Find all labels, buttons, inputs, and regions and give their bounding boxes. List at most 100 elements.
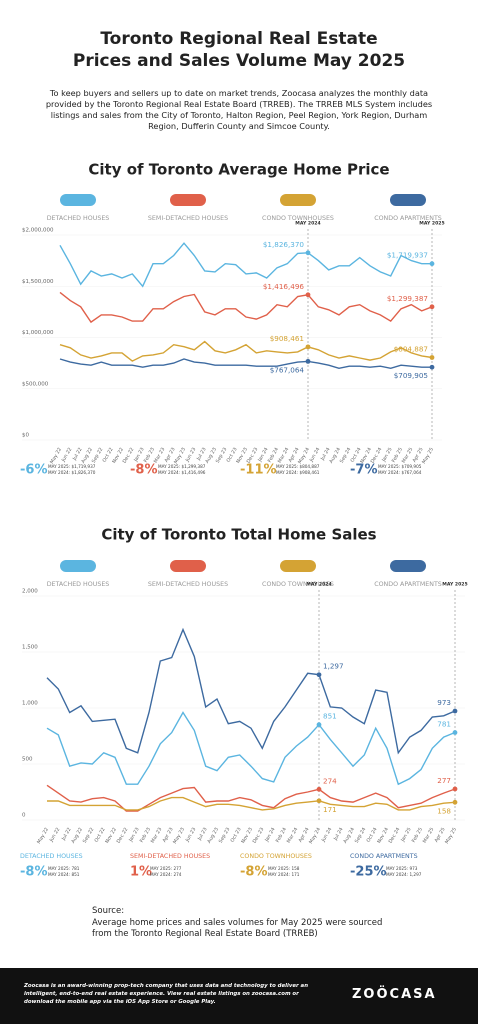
series-line: [46, 627, 456, 755]
legend-label: DETACHED HOUSES: [47, 215, 110, 222]
y-tick-label: 0: [22, 813, 26, 819]
data-point: [305, 292, 311, 298]
footer: [0, 968, 478, 1024]
data-point: [429, 364, 435, 370]
summary-line: MAY 2024: $1,416,496: [158, 470, 206, 475]
legend-swatch: [390, 194, 426, 206]
summary-line: MAY 2024: $908,461: [276, 470, 320, 475]
summary-line: MAY 2025: $804,887: [276, 464, 320, 469]
data-point: [429, 261, 435, 267]
x-tick-label: Dec 22: [116, 827, 130, 845]
x-tick-label: May 22: [49, 447, 63, 465]
data-label: $1,719,937: [387, 251, 428, 260]
series-line: [46, 784, 456, 812]
x-tick-label: Jun 23: [184, 827, 197, 844]
marker-label: MAY 2024: [295, 221, 320, 227]
data-label: 1,297: [323, 662, 344, 671]
summary-line: MAY 2025: $1,719,937: [48, 464, 96, 469]
series-line: [47, 796, 456, 811]
data-label: $709,905: [394, 371, 428, 380]
legend-label: CONDO APARTMENTS: [374, 215, 442, 222]
legend-swatch: [170, 560, 206, 572]
data-point: [429, 304, 435, 310]
x-tick-label: Jul 24: [332, 827, 344, 842]
data-point: [305, 344, 311, 350]
marker-label: MAY 2025: [442, 582, 467, 588]
data-point: [316, 786, 322, 792]
summary-line: MAY 2025: $1,299,387: [158, 464, 206, 469]
legend-label: CONDO TOWNHOUSES: [262, 581, 334, 588]
series-line: [59, 340, 433, 362]
x-tick-label: Jun 22: [48, 827, 61, 844]
summary-change: -7%: [350, 463, 377, 478]
data-point: [429, 355, 435, 360]
summary-line: MAY 2025: 158: [268, 866, 300, 871]
data-point: [452, 708, 458, 714]
data-point: [316, 672, 322, 678]
legend-swatch: [280, 560, 316, 572]
y-tick-label: 2,000: [22, 589, 38, 595]
summary-line: MAY 2025: 277: [150, 866, 182, 871]
legend-swatch: [390, 560, 426, 572]
x-tick-label: Jul 22: [60, 827, 72, 842]
data-point: [452, 730, 458, 735]
data-label: 973: [437, 698, 451, 707]
y-tick-label: $500,000: [22, 381, 49, 387]
intro: To keep buyers and sellers up to date on…: [45, 88, 433, 131]
summary-line: MAY 2025: 973: [386, 866, 418, 871]
summary-change: -11%: [240, 463, 277, 478]
summary-line: MAY 2025: $709,905: [378, 464, 422, 469]
y-tick-label: $2,000,000: [22, 228, 54, 234]
y-tick-label: 500: [22, 757, 33, 763]
summary-line: MAY 2024: 1,297: [386, 872, 422, 877]
source-heading: Source:: [92, 906, 125, 916]
summary-change: -8%: [240, 865, 267, 880]
x-tick-label: Jul 23: [196, 827, 208, 842]
y-tick-label: 1,500: [22, 645, 38, 651]
data-label: 277: [437, 776, 451, 785]
legend-swatch: [170, 194, 206, 206]
data-label: $908,461: [270, 334, 304, 343]
summary-line: MAY 2024: 851: [48, 872, 80, 877]
y-tick-label: 1,000: [22, 701, 38, 707]
data-point: [452, 786, 458, 792]
summary-line: MAY 2024: 274: [150, 872, 182, 877]
summary-line: MAY 2024: $1,826,370: [48, 470, 96, 475]
page-title: Toronto Regional Real Estate Prices and …: [72, 29, 406, 71]
y-tick-label: $1,000,000: [22, 330, 54, 336]
series-line: [59, 358, 432, 370]
x-tick-label: Dec 23: [252, 827, 266, 845]
legend-swatch: [60, 560, 96, 572]
summary-name: CONDO TOWNHOUSES: [240, 853, 312, 860]
summary-change: 1%: [130, 865, 152, 880]
data-label: $1,416,496: [263, 282, 305, 291]
summary-line: MAY 2024: $767,064: [378, 470, 422, 475]
marker-label: MAY 2024: [306, 582, 331, 588]
series-line: [59, 242, 432, 288]
legend-label: SEMI-DETACHED HOUSES: [148, 215, 228, 222]
chart-title: City of Toronto Total Home Sales: [101, 526, 376, 544]
data-label: 171: [323, 805, 337, 814]
chart-title: City of Toronto Average Home Price: [88, 161, 389, 179]
summary-name: CONDO APARTMENTS: [350, 853, 418, 860]
summary-change: -6%: [20, 463, 47, 478]
y-tick-label: $0: [22, 433, 29, 439]
data-label: $804,887: [394, 344, 428, 353]
logo: ZOÖCASA: [352, 987, 437, 1002]
data-label: 781: [437, 720, 451, 729]
data-label: $1,299,387: [387, 294, 428, 303]
summary-name: SEMI-DETACHED HOUSES: [130, 853, 210, 860]
data-point: [316, 798, 322, 804]
data-point: [305, 250, 311, 256]
data-point: [452, 799, 458, 805]
x-tick-label: May 22: [36, 827, 50, 845]
data-point: [305, 358, 311, 364]
summary-change: -8%: [20, 865, 47, 880]
footer-text: Zoocasa is an award-winning prop-tech co…: [24, 983, 309, 1005]
y-tick-label: $1,500,000: [22, 279, 54, 285]
summary-change: -25%: [350, 865, 387, 880]
series-line: [46, 711, 456, 786]
legend-swatch: [280, 194, 316, 206]
data-label: 274: [323, 776, 337, 785]
legend-swatch: [60, 194, 96, 206]
